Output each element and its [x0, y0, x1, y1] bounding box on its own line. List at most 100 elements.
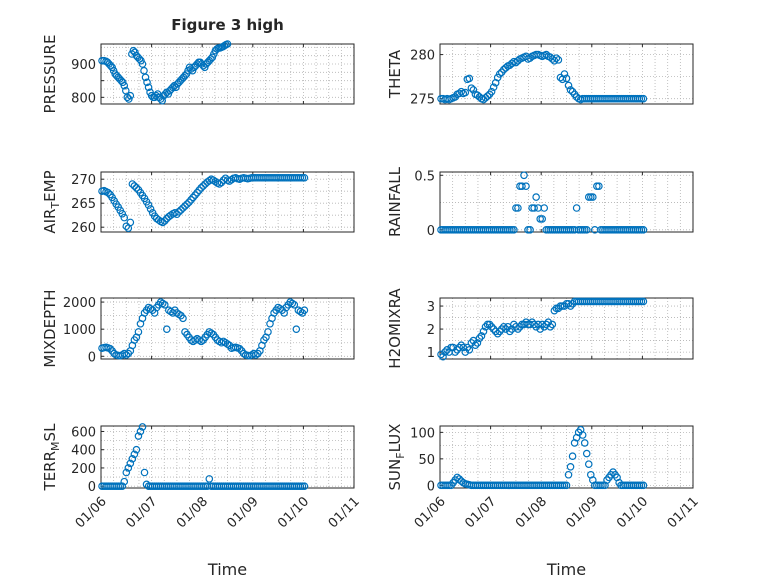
data-point	[134, 432, 143, 440]
data-point	[300, 306, 309, 315]
x-tick-label: 01/07	[123, 494, 160, 531]
data-point	[158, 218, 167, 227]
data-point	[595, 182, 603, 190]
data-point	[183, 200, 191, 208]
data-point	[300, 173, 309, 182]
data-point	[461, 88, 470, 97]
y-tick-label: 1	[427, 346, 435, 361]
data-point	[522, 182, 530, 190]
axes-frame	[439, 297, 694, 360]
data-point	[120, 349, 129, 358]
data-point	[296, 307, 305, 316]
data-point	[639, 297, 648, 306]
data-point	[453, 473, 462, 482]
y-axis-label: H2OMIXRA	[386, 288, 404, 369]
data-point	[207, 329, 216, 338]
data-point	[195, 336, 203, 344]
x-tick-label: 01/11	[326, 494, 363, 531]
data-point	[582, 449, 591, 458]
data-point	[177, 206, 185, 214]
grid-lines	[439, 172, 694, 232]
data-point	[451, 348, 459, 356]
data-point	[140, 66, 148, 75]
data-point	[461, 348, 470, 356]
data-point	[158, 299, 167, 308]
data-point	[540, 204, 549, 212]
data-point	[288, 299, 297, 308]
data-point	[130, 450, 139, 459]
data-point	[122, 468, 131, 477]
data-point	[252, 351, 260, 359]
x-tick-label: 01/07	[462, 494, 499, 531]
y-tick-label: 0	[88, 480, 96, 495]
data-point	[134, 328, 143, 336]
y-axis-label: SUNFLUX	[386, 424, 407, 491]
data-point	[122, 222, 131, 231]
subplot-sun-flux: 01/06 01/07 01/08 01/09 01/10 01/11 0 50 100SUNF…	[386, 424, 702, 579]
data-point	[143, 78, 151, 87]
y-tick-label: 100	[410, 426, 435, 441]
data-point	[465, 74, 474, 83]
data-point	[223, 40, 232, 48]
data-point	[130, 182, 139, 190]
data-point	[455, 343, 464, 352]
grid-lines	[100, 426, 355, 488]
data-point	[124, 464, 133, 472]
y-tick-label: 800	[71, 91, 96, 106]
data-point	[572, 204, 581, 212]
data-point	[118, 482, 127, 490]
data-point	[564, 81, 573, 90]
data-point	[144, 201, 153, 209]
data-point	[582, 226, 591, 234]
data-point	[136, 427, 145, 436]
y-tick-label: 265	[71, 197, 96, 212]
data-point	[562, 481, 571, 490]
axes-frame	[439, 43, 694, 105]
data-point	[639, 94, 648, 103]
x-tick-label: 01/06	[412, 494, 449, 531]
subplot-theta: 275 280 THETA	[386, 43, 694, 108]
subplot-pressure: 800 900 PRESSURE Figure 3 high	[41, 16, 355, 113]
data-point	[568, 452, 577, 461]
data-point	[566, 463, 575, 471]
data-point	[475, 334, 484, 343]
y-tick-label: 50	[418, 453, 435, 468]
data-point	[508, 59, 516, 68]
data-point	[292, 325, 301, 333]
data-point	[489, 83, 498, 92]
data-point	[175, 310, 183, 319]
data-point	[455, 475, 464, 483]
y-tick-label: 2000	[63, 296, 96, 311]
data-point	[128, 455, 137, 463]
data-point	[530, 320, 538, 329]
data-point	[160, 217, 169, 225]
data-point	[141, 73, 150, 82]
data-point	[584, 460, 593, 468]
x-tick-label: 01/10	[614, 494, 651, 531]
data-point	[235, 344, 244, 353]
data-point	[566, 86, 575, 94]
y-tick-label: 1000	[63, 323, 96, 338]
y-tick-label: 260	[71, 221, 96, 236]
x-axis-label: Time	[546, 560, 586, 579]
data-point	[138, 423, 147, 431]
data-point	[639, 226, 648, 234]
x-tick-label: 01/09	[225, 494, 262, 531]
y-tick-label: 2	[427, 323, 435, 338]
data-point	[548, 320, 557, 329]
data-point	[560, 70, 569, 78]
data-point	[193, 188, 201, 197]
y-tick-label: 3	[427, 300, 435, 315]
data-point	[530, 204, 538, 212]
y-tick-label: 0	[427, 479, 435, 494]
data-point	[300, 482, 309, 490]
data-point	[487, 322, 496, 331]
y-tick-label: 900	[71, 58, 96, 73]
data-point	[144, 83, 153, 92]
data-point	[471, 341, 480, 349]
y-tick-label: 200	[71, 462, 96, 477]
y-tick-label: 600	[71, 425, 96, 440]
data-point	[479, 327, 488, 336]
y-tick-label: 280	[410, 49, 435, 64]
data-point	[477, 332, 486, 340]
